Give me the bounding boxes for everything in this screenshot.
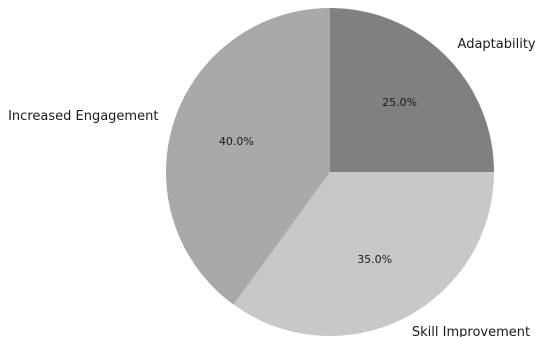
pie-slice-skill-improvement bbox=[233, 172, 495, 336]
category-label-skill-improvement: Skill Improvement bbox=[412, 325, 530, 337]
percent-label-increased-engagement: 40.0% bbox=[219, 135, 254, 148]
category-label-increased-engagement: Increased Engagement bbox=[8, 109, 158, 124]
percent-label-skill-improvement: 35.0% bbox=[357, 253, 392, 266]
category-label-adaptability: Adaptability bbox=[458, 37, 535, 52]
percent-labels: 25.0% 35.0% 40.0% bbox=[219, 96, 417, 266]
percent-label-adaptability: 25.0% bbox=[382, 96, 417, 109]
category-labels: Adaptability Skill Improvement Increased E… bbox=[8, 37, 535, 337]
pie-slice-increased-engagement bbox=[166, 8, 330, 305]
pie-slices bbox=[166, 8, 495, 336]
pie-slice-adaptability bbox=[330, 8, 494, 172]
